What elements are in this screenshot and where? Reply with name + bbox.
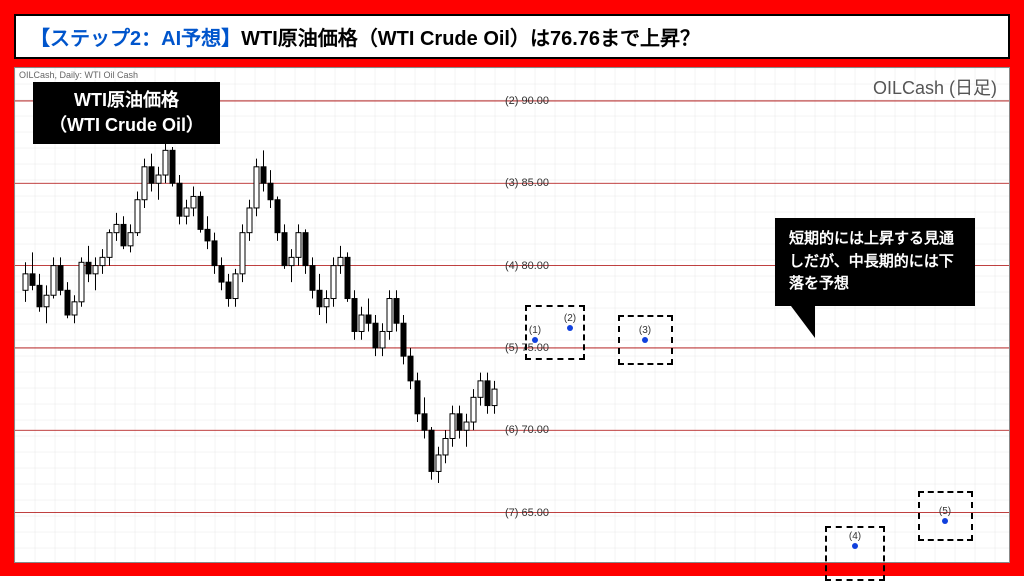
price-level-label: (3) 85.00 [505,177,549,189]
instrument-label-line2: （WTI Crude Oil） [49,113,204,138]
title-bar: 【ステップ2：AI予想】WTI原油価格（WTI Crude Oil）は76.76… [14,14,1010,59]
forecast-label: (4) [849,531,861,542]
forecast-point [942,518,948,524]
forecast-label: (2) [564,313,576,324]
forecast-label: (5) [939,506,951,517]
speech-bubble: 短期的には上昇する見通しだが、中長期的には下落を予想 [775,218,975,306]
instrument-label: WTI原油価格 （WTI Crude Oil） [33,82,220,144]
forecast-point [567,325,573,331]
timeframe-label: OILCash (日足) [873,74,997,100]
price-level-label: (5) 75.00 [505,342,549,354]
forecast-point [852,543,858,549]
price-level-label: (6) 70.00 [505,424,549,436]
chart-container: OILCash, Daily: WTI Oil Cash WTI原油価格 （WT… [14,67,1010,563]
title-rest: WTI原油価格（WTI Crude Oil）は76.76まで上昇？ [241,28,700,50]
forecast-label: (1) [529,325,541,336]
forecast-point [532,337,538,343]
forecast-point [642,337,648,343]
chart-header-text: OILCash, Daily: WTI Oil Cash [19,70,138,80]
price-level-label: (4) 80.00 [505,260,549,272]
price-level-label: (7) 65.00 [505,507,549,519]
forecast-label: (3) [639,325,651,336]
instrument-label-line1: WTI原油価格 [49,88,204,113]
outer-frame: 【ステップ2：AI予想】WTI原油価格（WTI Crude Oil）は76.76… [0,0,1024,576]
price-level-label: (2) 90.00 [505,95,549,107]
title-prefix: 【ステップ2：AI予想】 [30,28,241,50]
